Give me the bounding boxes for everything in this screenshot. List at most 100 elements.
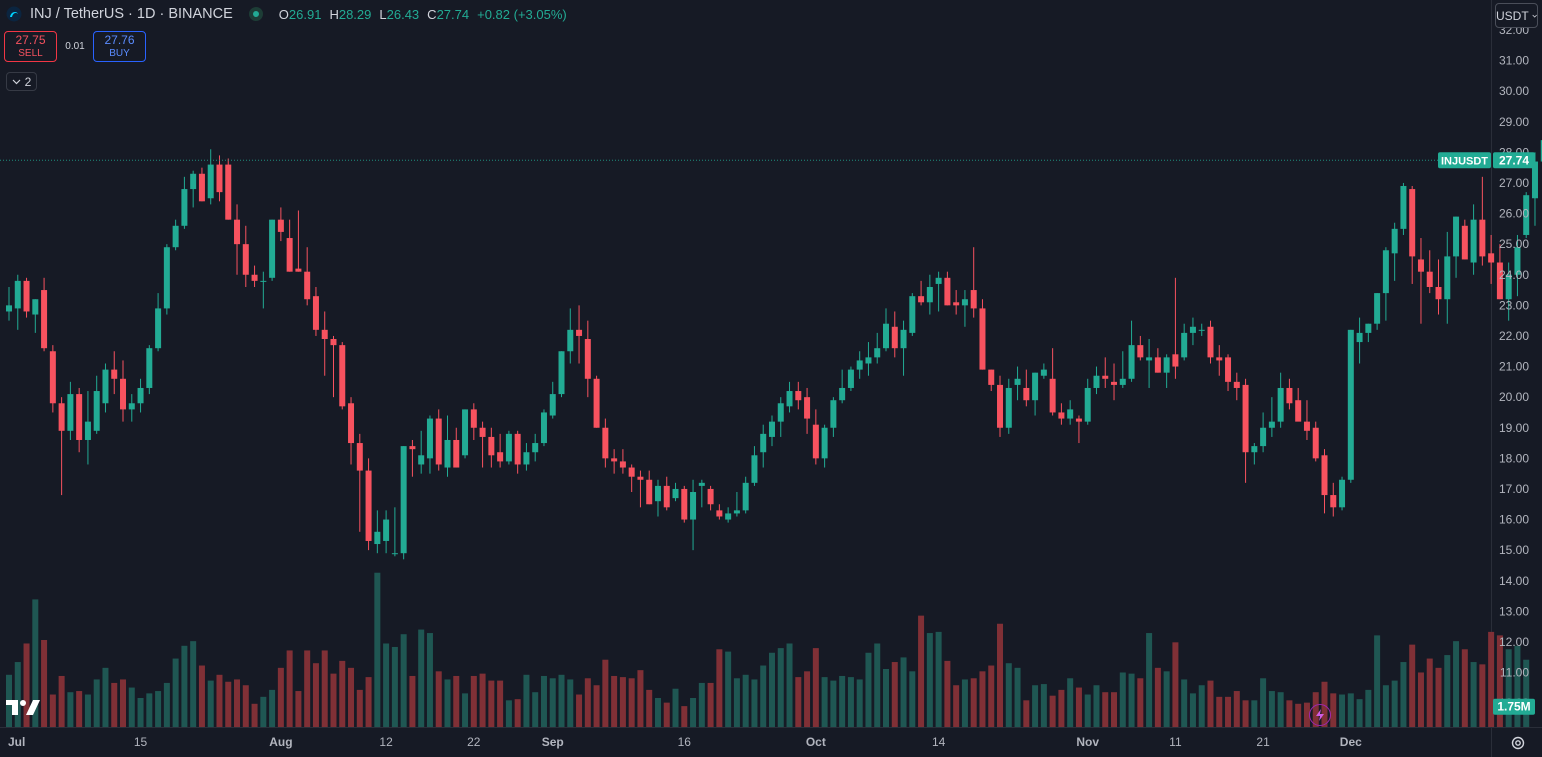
candle-body xyxy=(883,323,889,349)
candle-body xyxy=(400,446,407,554)
candle xyxy=(260,271,267,309)
tradingview-logo-icon[interactable] xyxy=(6,697,40,723)
candle xyxy=(514,430,521,474)
volume-bar xyxy=(1277,692,1284,727)
candle-body xyxy=(733,510,740,514)
volume-bar xyxy=(1233,691,1240,727)
candle xyxy=(163,244,170,315)
time-tick-label: 21 xyxy=(1256,735,1270,749)
sell-button[interactable]: 27.75 SELL xyxy=(4,31,57,62)
candle-body xyxy=(330,339,337,346)
indicators-toggle-button[interactable]: 2 xyxy=(6,72,37,91)
candle-body xyxy=(997,384,1004,428)
candle xyxy=(1382,247,1389,321)
candle-body xyxy=(462,409,469,456)
candle xyxy=(6,286,12,321)
candle-body xyxy=(1005,387,1012,428)
gear-icon[interactable] xyxy=(1509,734,1527,752)
volume-bar xyxy=(23,643,30,727)
high-label: H xyxy=(329,6,339,22)
candle xyxy=(1102,357,1109,388)
volume-bar xyxy=(1391,680,1398,727)
candle xyxy=(1330,482,1337,517)
candle xyxy=(891,311,898,358)
candle xyxy=(698,479,705,508)
candle-body xyxy=(979,308,986,370)
volume-bar xyxy=(804,671,811,727)
candle-body xyxy=(1303,421,1310,431)
candle xyxy=(277,207,284,242)
candle-body xyxy=(760,433,767,453)
candle-body xyxy=(207,164,214,199)
candle xyxy=(690,479,697,551)
price-tick-label: 15.00 xyxy=(1499,543,1529,557)
candle-body xyxy=(321,329,328,340)
volume-bar xyxy=(444,679,451,727)
candle-body xyxy=(646,479,653,505)
volume-series xyxy=(6,572,1530,727)
candle xyxy=(1400,182,1407,235)
volume-bar xyxy=(1523,659,1530,727)
volume-bar xyxy=(628,678,635,727)
volume-bar xyxy=(1453,641,1460,727)
volume-bar xyxy=(102,667,109,727)
currency-select[interactable]: USDT xyxy=(1495,3,1538,28)
volume-bar xyxy=(321,650,328,727)
volume-bar xyxy=(1172,642,1179,727)
candle-body xyxy=(1409,189,1416,257)
market-status-icon[interactable] xyxy=(248,7,263,21)
candle xyxy=(190,170,197,208)
candle xyxy=(935,271,942,312)
candle-body xyxy=(1023,387,1030,401)
volume-bar xyxy=(532,692,539,727)
candle-body xyxy=(102,369,109,404)
volume-bar xyxy=(1426,658,1433,727)
candle xyxy=(181,176,188,229)
volume-bar xyxy=(523,674,530,727)
volume-bar xyxy=(67,692,74,727)
candle xyxy=(137,378,144,413)
volume-bar xyxy=(479,673,486,727)
volume-bar xyxy=(251,703,258,727)
volume-bar xyxy=(865,652,872,727)
candle-body xyxy=(768,421,775,437)
volume-bar xyxy=(1067,678,1074,727)
candle xyxy=(540,409,547,447)
volume-bar xyxy=(997,623,1004,727)
candle-body xyxy=(269,219,276,278)
candle-body xyxy=(1093,375,1100,388)
candle xyxy=(1260,412,1267,453)
candle-body xyxy=(698,482,705,486)
candle-body xyxy=(847,369,854,388)
candle xyxy=(470,403,477,440)
candle xyxy=(742,476,749,514)
candle xyxy=(1453,216,1460,278)
candle xyxy=(637,470,644,508)
candle xyxy=(847,366,854,392)
volume-bar xyxy=(277,667,284,727)
volume-bar xyxy=(1058,689,1065,727)
volume-bar xyxy=(225,681,232,727)
volume-bar xyxy=(1347,693,1354,727)
candle-body xyxy=(383,519,390,541)
symbol-title[interactable]: INJ / TetherUS · 1D · BINANCE xyxy=(30,6,233,22)
candle xyxy=(1286,378,1293,410)
candle xyxy=(207,149,214,205)
candle xyxy=(400,446,407,560)
candle-body xyxy=(1523,195,1530,235)
candle xyxy=(672,482,679,502)
candle xyxy=(84,391,91,465)
price-tick-label: 26.00 xyxy=(1499,207,1529,221)
candle-body xyxy=(786,391,793,407)
lightning-icon[interactable] xyxy=(1309,704,1331,726)
candle-body xyxy=(1189,326,1196,333)
buy-button[interactable]: 27.76 BUY xyxy=(93,31,146,62)
candle xyxy=(1268,397,1275,437)
price-tick-label: 16.00 xyxy=(1499,513,1529,527)
price-axis: 10.0011.0012.0013.0014.0015.0016.0017.00… xyxy=(1499,23,1529,710)
candle-body xyxy=(1111,381,1118,385)
candle-body xyxy=(58,403,65,431)
price-tick-label: 12.00 xyxy=(1499,635,1529,649)
candle xyxy=(619,449,626,474)
